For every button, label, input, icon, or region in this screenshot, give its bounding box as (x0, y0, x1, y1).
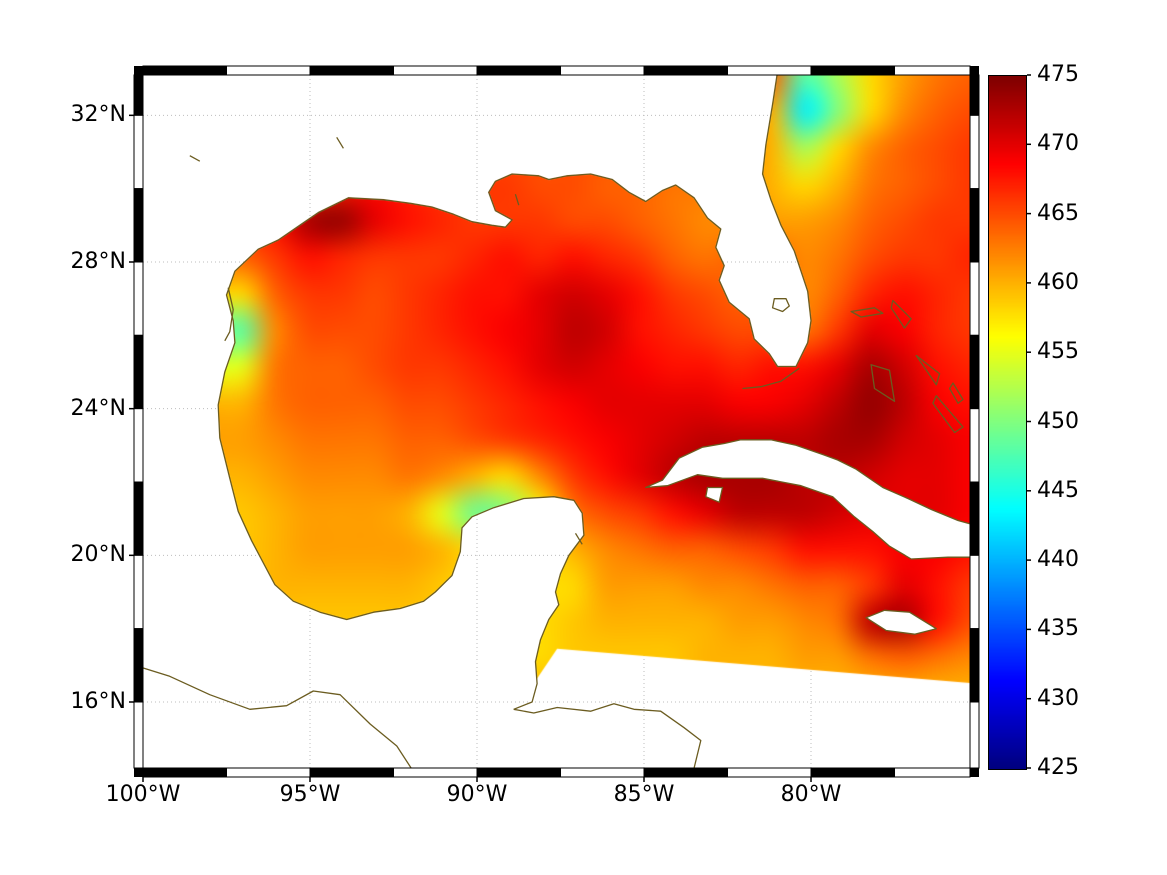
frame-segment-top (226, 65, 311, 76)
grand-bahama-path (850, 307, 884, 318)
y-tick-label: 16°N (70, 689, 126, 714)
toledo-bend-lake-path (336, 136, 344, 149)
colorbar-tick-label: 445 (1037, 477, 1079, 503)
colorbar-tick-label: 430 (1037, 685, 1079, 711)
texas-lake-path (189, 155, 201, 162)
y-tick-label: 24°N (70, 395, 126, 421)
frame-segment-right (969, 408, 980, 483)
frame-segment-bottom (393, 767, 478, 778)
colorbar-tick-label: 475 (1037, 62, 1079, 87)
frame-segment-right (969, 628, 980, 703)
frame-segment-bottom (309, 767, 395, 778)
frame-corner (134, 66, 143, 75)
colorbar-tick-label: 450 (1037, 408, 1079, 434)
map-plot (143, 75, 970, 768)
pacific-coast-path (143, 667, 412, 768)
frame-segment-right (969, 334, 980, 410)
x-tick-label: 100°W (105, 782, 181, 807)
frame-corner (970, 66, 979, 75)
frame-segment-bottom (643, 767, 729, 778)
frame-corner (134, 768, 143, 777)
frame-segment-left (133, 114, 144, 190)
x-tick-label: 85°W (613, 782, 675, 807)
y-tick-label: 32°N (70, 102, 126, 128)
frame-segment-left (133, 701, 144, 769)
frame-segment-top (727, 65, 812, 76)
frame-segment-left (133, 261, 144, 336)
frame-segment-top (393, 65, 478, 76)
exuma-path (932, 395, 964, 434)
colorbar-tick-label: 425 (1037, 755, 1079, 780)
cuba-path (645, 439, 970, 560)
frame-corner (970, 768, 979, 777)
frame-segment-top (810, 65, 896, 76)
frame-segment-left (133, 188, 144, 263)
frame-segment-left (133, 628, 144, 703)
frame-segment-bottom (142, 767, 228, 778)
colorbar-tick-label: 435 (1037, 616, 1079, 642)
mainland-coast-path (217, 75, 812, 710)
frame-segment-right (969, 74, 980, 116)
colorbar-tick-label: 455 (1037, 339, 1079, 365)
frame-segment-bottom (476, 767, 562, 778)
frame-segment-top (894, 65, 971, 76)
eleuthera-path (915, 354, 941, 386)
colorbar (988, 75, 1027, 770)
frame-segment-right (969, 481, 980, 556)
frame-segment-top (643, 65, 729, 76)
honduras-coast-path (513, 703, 702, 768)
colorbar-gradient (989, 76, 1026, 769)
frame-segment-bottom (894, 767, 971, 778)
frame-segment-bottom (226, 767, 311, 778)
x-tick-label: 95°W (279, 782, 341, 807)
chandeleur-islands-path (514, 194, 520, 206)
colorbar-tick-label: 470 (1037, 131, 1079, 157)
frame-segment-left (133, 74, 144, 116)
frame-segment-bottom (727, 767, 812, 778)
frame-segment-right (969, 554, 980, 630)
florida-keys-path (742, 367, 800, 390)
abaco-path (890, 299, 912, 329)
frame-segment-left (133, 481, 144, 556)
frame-segment-left (133, 408, 144, 483)
coastlines (143, 75, 970, 768)
frame-segment-bottom (560, 767, 645, 778)
lake-okeechobee-path (771, 298, 790, 313)
y-tick-label: 28°N (70, 249, 126, 274)
jamaica-path (865, 609, 937, 635)
frame-segment-right (969, 261, 980, 336)
y-tick-label: 20°N (70, 542, 126, 568)
frame-segment-top (142, 65, 228, 76)
frame-segment-bottom (810, 767, 896, 778)
x-tick-label: 90°W (446, 782, 508, 807)
frame-segment-left (133, 334, 144, 410)
x-tick-label: 80°W (780, 782, 842, 807)
andros-path (870, 364, 896, 402)
frame-segment-right (969, 188, 980, 263)
isla-de-la-juventud-path (705, 486, 724, 503)
frame-segment-top (560, 65, 645, 76)
frame-segment-left (133, 554, 144, 630)
colorbar-tick-label: 460 (1037, 269, 1079, 295)
colorbar-tick-label: 465 (1037, 200, 1079, 226)
frame-segment-right (969, 701, 980, 769)
frame-segment-right (969, 114, 980, 190)
cat-island-path (948, 382, 964, 404)
frame-segment-top (309, 65, 395, 76)
colorbar-tick-label: 440 (1037, 547, 1079, 573)
frame-segment-top (476, 65, 562, 76)
